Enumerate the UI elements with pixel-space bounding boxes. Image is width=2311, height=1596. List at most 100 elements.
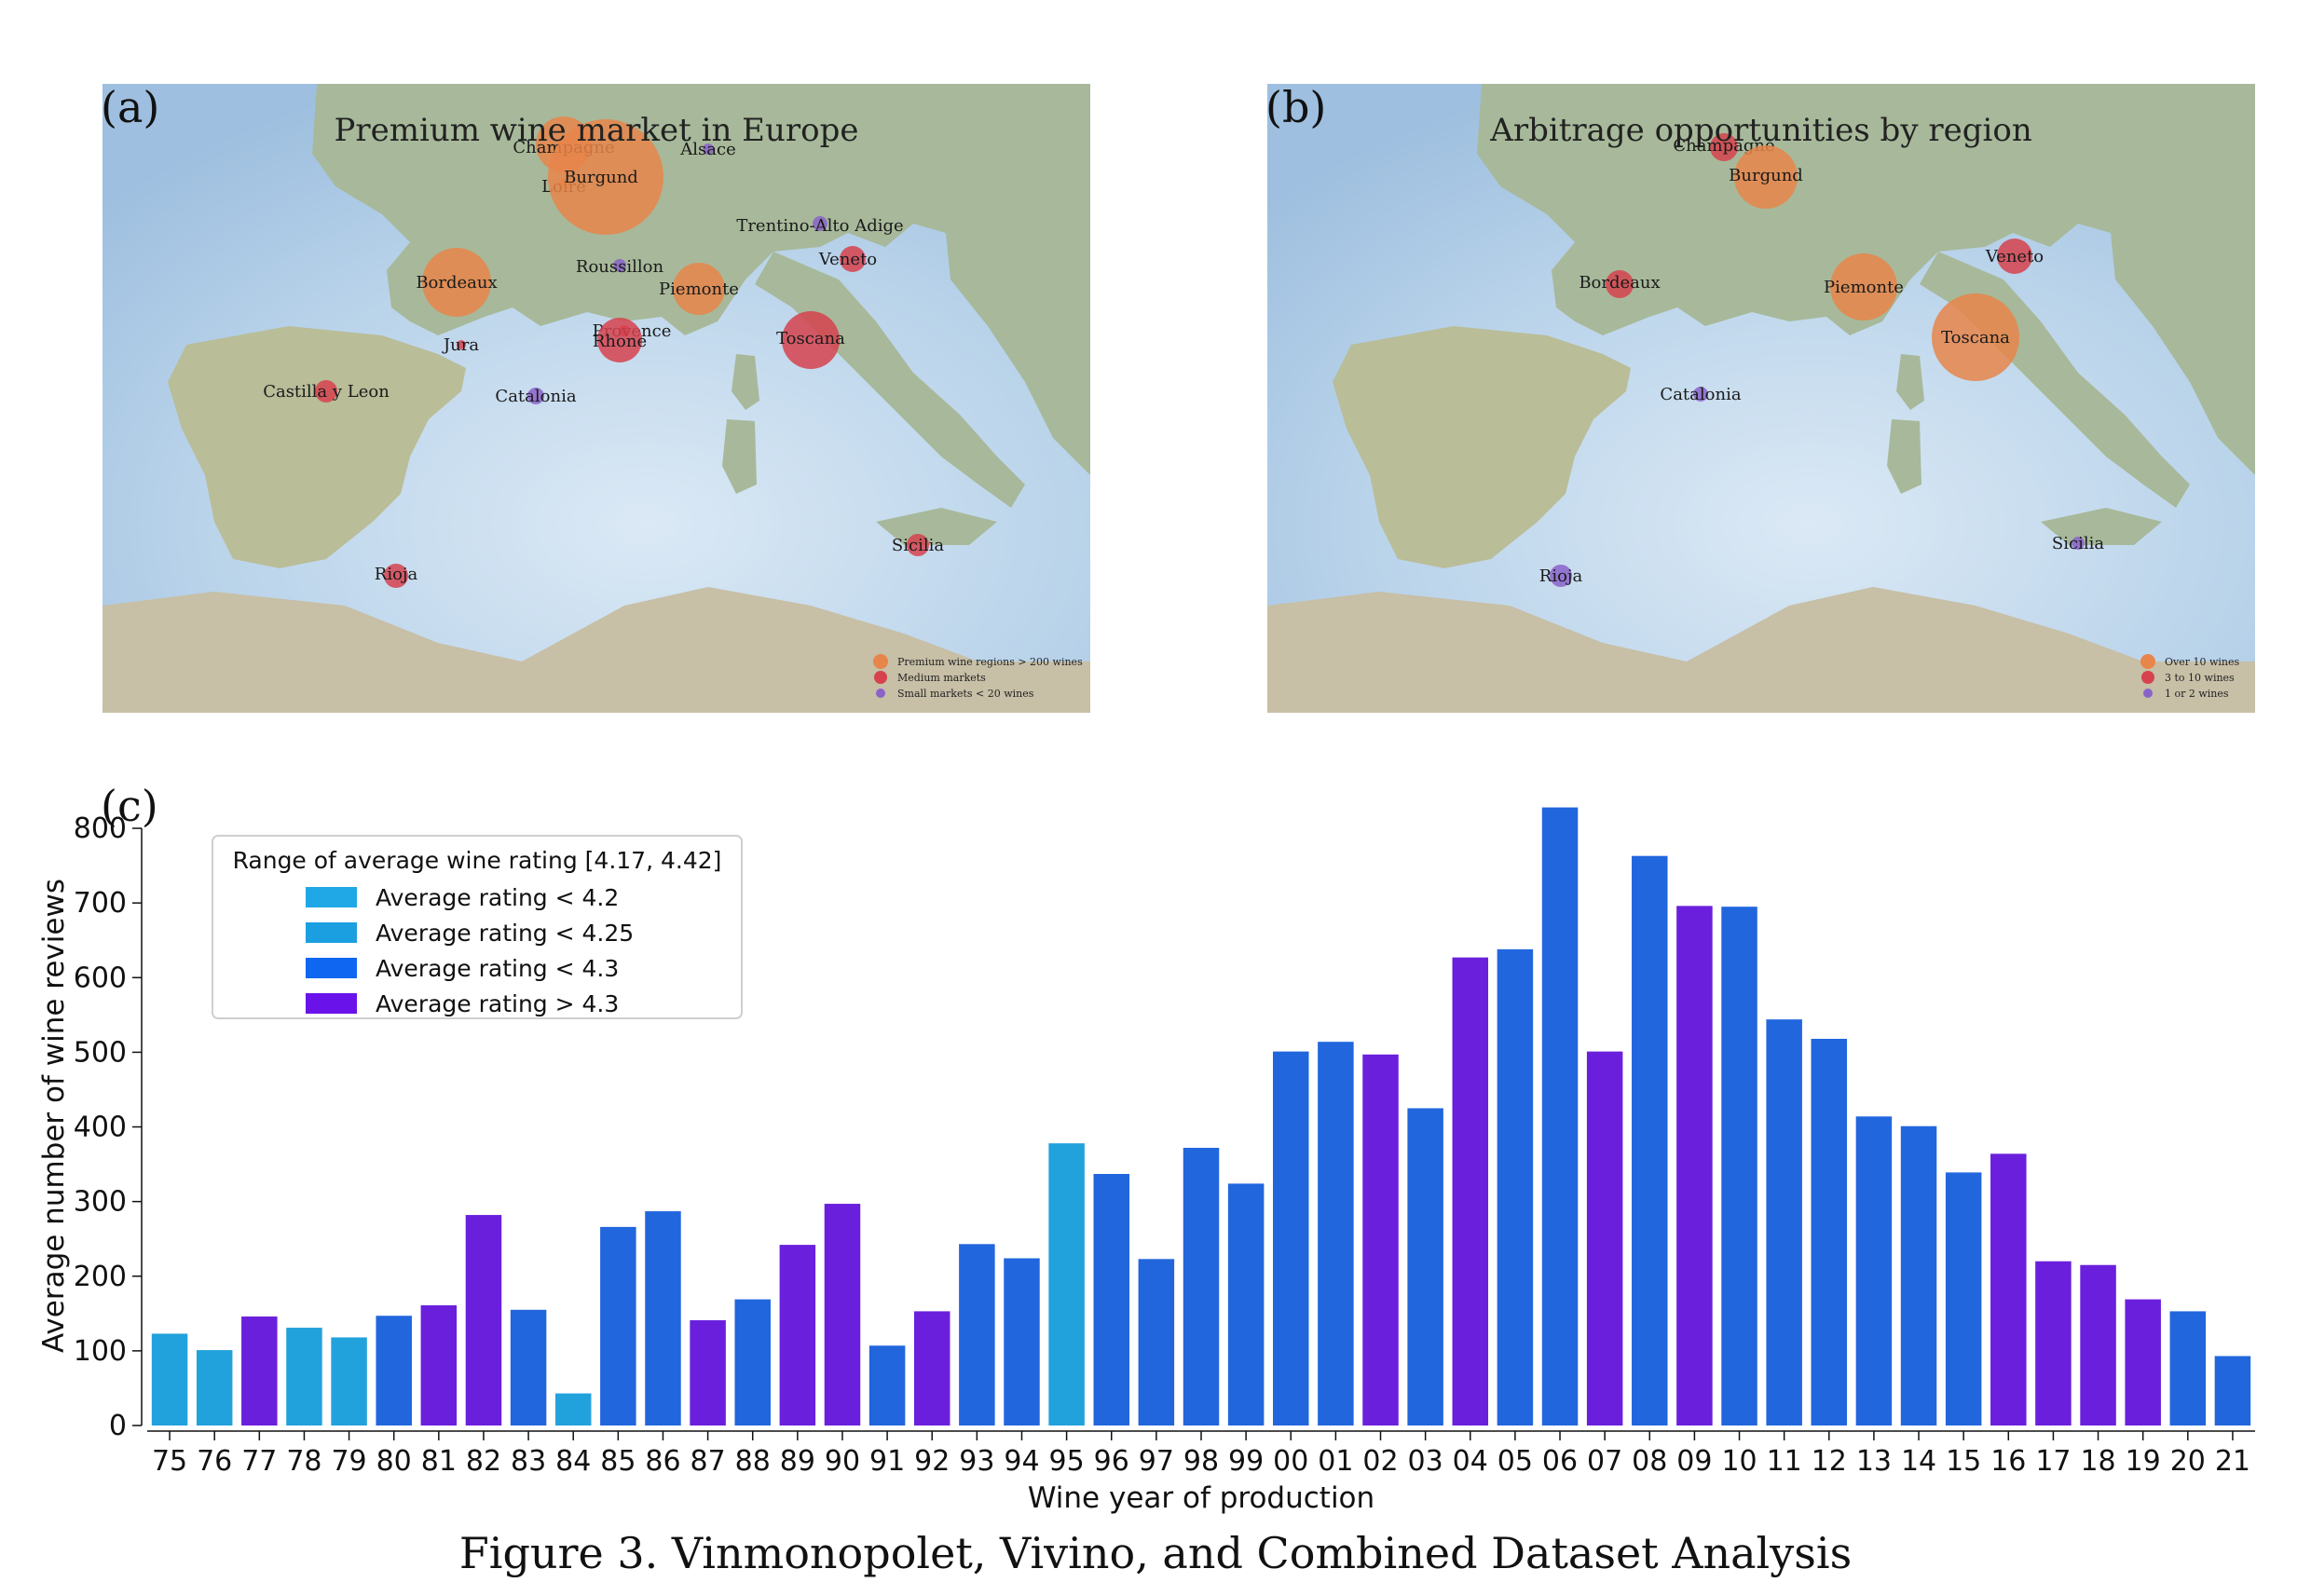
legend-title: Range of average wine rating [4.17, 4.42…	[233, 847, 722, 874]
region-marker	[422, 248, 491, 317]
x-tick-label: 12	[1812, 1445, 1847, 1478]
bar-88	[734, 1299, 771, 1425]
map-a-title: Premium wine market in Europe	[334, 112, 859, 149]
land-central-europe	[1477, 84, 2255, 335]
region-marker	[457, 340, 466, 349]
bar-14	[1900, 1125, 1937, 1425]
region-label: Bordeaux	[1579, 273, 1660, 293]
region-rhone: Rhone	[593, 318, 647, 362]
land-central-europe	[312, 84, 1090, 335]
x-tick-label: 86	[645, 1445, 680, 1478]
y-axis-label: Average number of wine reviews	[37, 879, 71, 1353]
legend-entry: Average rating < 4.3	[376, 955, 619, 982]
region-rioja: Rioja	[1539, 565, 1583, 587]
region-piemonte: Piemonte	[1824, 253, 1904, 321]
map-legend-label: Medium markets	[897, 672, 986, 684]
bar-01	[1318, 1042, 1354, 1425]
x-tick-label: 20	[2170, 1445, 2206, 1478]
x-tick-label: 01	[1318, 1445, 1353, 1478]
x-tick-label: 00	[1273, 1445, 1308, 1478]
bar-86	[645, 1211, 681, 1425]
x-tick-label: 14	[1901, 1445, 1936, 1478]
region-marker	[1550, 565, 1572, 587]
x-tick-label: 88	[735, 1445, 771, 1478]
land-corsica	[1896, 354, 1924, 410]
x-tick-label: 76	[197, 1445, 232, 1478]
bar-17	[2035, 1261, 2072, 1425]
x-tick-label: 85	[600, 1445, 636, 1478]
region-piemonte: Piemonte	[659, 263, 739, 315]
x-tick-label: 97	[1139, 1445, 1174, 1478]
bar-98	[1183, 1147, 1220, 1425]
region-label: Trentino-Alto Adige	[736, 216, 903, 236]
x-tick-label: 02	[1362, 1445, 1398, 1478]
bar-82	[465, 1215, 502, 1425]
bar-80	[376, 1316, 412, 1425]
y-tick-label: 300	[74, 1186, 127, 1219]
x-tick-label: 07	[1587, 1445, 1622, 1478]
x-tick-label: 77	[241, 1445, 277, 1478]
x-tick-label: 82	[466, 1445, 501, 1478]
map-legend-label: 1 or 2 wines	[2165, 688, 2229, 700]
region-burgund: Burgund	[548, 119, 663, 235]
x-tick-label: 91	[869, 1445, 905, 1478]
region-marker	[1932, 293, 2019, 381]
bar-90	[824, 1204, 861, 1425]
map-a: ChampagneLoireBurgundAlsaceTrentino-Alto…	[103, 84, 1090, 713]
map-legend-label: Premium wine regions > 200 wines	[897, 656, 1083, 668]
bar-07	[1586, 1051, 1623, 1425]
map-legend-label: Over 10 wines	[2165, 656, 2240, 668]
x-tick-label: 03	[1408, 1445, 1443, 1478]
y-tick-label: 700	[74, 887, 127, 920]
region-label: Roussillon	[576, 257, 664, 277]
x-tick-label: 93	[959, 1445, 994, 1478]
land-sardinia	[722, 419, 757, 494]
y-tick-label: 500	[74, 1036, 127, 1069]
region-label: Sicilia	[2052, 534, 2104, 553]
bar-87	[690, 1320, 726, 1425]
region-marker	[907, 534, 929, 556]
region-marker	[703, 143, 714, 155]
bar-93	[959, 1244, 995, 1425]
region-label: Veneto	[818, 250, 877, 269]
panel-label-b: (b)	[1265, 82, 1327, 132]
bar-89	[779, 1245, 816, 1425]
region-label: Sicilia	[892, 536, 944, 555]
bar-06	[1541, 807, 1579, 1425]
region-marker	[1997, 239, 2032, 274]
x-tick-label: 04	[1453, 1445, 1488, 1478]
region-label: Toscana	[1941, 328, 2010, 348]
bar-00	[1273, 1051, 1309, 1425]
panel-label-c: (c)	[101, 781, 158, 831]
x-tick-label: 94	[1004, 1445, 1039, 1478]
region-marker	[840, 246, 866, 272]
region-veneto: Veneto	[1985, 239, 2044, 274]
region-label: Alsace	[679, 140, 735, 159]
region-marker	[315, 380, 337, 402]
region-label: Burgund	[564, 168, 638, 187]
bar-76	[196, 1350, 233, 1425]
x-tick-label: 90	[825, 1445, 860, 1478]
land-north-africa	[103, 587, 1090, 713]
region-label: Catalonia	[495, 387, 576, 406]
x-tick-label: 16	[1990, 1445, 2026, 1478]
land-iberia	[1333, 326, 1631, 568]
region-marker	[1734, 145, 1798, 209]
x-tick-label: 89	[780, 1445, 815, 1478]
panel-label-a: (a)	[101, 82, 160, 132]
region-label: Jura	[442, 335, 479, 355]
region-marker	[1710, 133, 1738, 161]
map-legend-marker	[2143, 689, 2153, 698]
land-balkans	[946, 233, 1090, 475]
x-axis-label: Wine year of production	[1028, 1481, 1374, 1515]
region-label: Rioja	[1539, 566, 1583, 586]
map-panel-a: ChampagneLoireBurgundAlsaceTrentino-Alto…	[0, 0, 1118, 736]
x-tick-label: 09	[1676, 1445, 1712, 1478]
x-tick-label: 17	[2035, 1445, 2071, 1478]
x-tick-label: 06	[1542, 1445, 1578, 1478]
x-tick-label: 98	[1183, 1445, 1219, 1478]
map-legend-marker	[876, 689, 885, 698]
bar-91	[868, 1345, 906, 1425]
region-trentino-alto-adige: Trentino-Alto Adige	[736, 216, 904, 236]
map-legend-marker	[2140, 654, 2155, 669]
